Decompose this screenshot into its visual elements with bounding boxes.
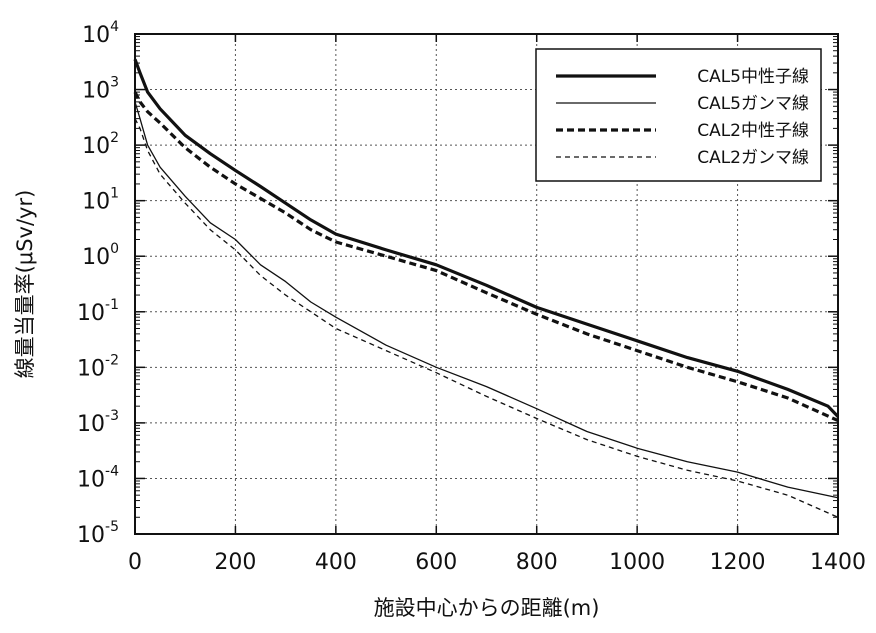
y-tick-label: 100 [82,241,119,270]
y-tick-label: 10-2 [77,352,119,381]
legend-label-1: CAL5中性子線 [697,67,809,87]
y-axis-title: 線量当量率(μSv/yr) [13,190,37,379]
y-tick-label: 10-3 [77,408,119,437]
y-tick-label: 10-4 [77,463,119,492]
x-tick-label: 200 [214,550,256,575]
y-tick-label: 103 [82,75,119,104]
legend-label-2: CAL5ガンマ線 [697,94,809,114]
y-tick-label: 102 [82,130,119,159]
y-tick-label: 10-1 [77,297,119,326]
legend: CAL5中性子線 CAL5ガンマ線 CAL2中性子線 CAL2ガンマ線 [535,48,822,182]
series-line-3 [133,91,839,423]
x-axis-title: 施設中心からの距離(m) [374,596,600,620]
x-tick-label: 400 [315,550,357,575]
x-tick-label: 1400 [810,550,866,575]
y-tick-label: 101 [82,186,119,215]
plot-lines [133,58,840,518]
x-tick-label: 600 [415,550,457,575]
series-line-1 [133,58,840,418]
x-tick-label: 1200 [710,550,766,575]
x-tick-labels: 0 200 400 600 800 1000 1200 1400 [128,550,866,575]
series-line-2 [134,101,839,499]
x-tick-label: 800 [516,550,558,575]
tick-marks [134,33,839,535]
x-tick-label: 1000 [609,550,665,575]
legend-box [535,48,822,182]
y-tick-label: 104 [82,19,119,48]
series-line-4 [134,118,839,518]
x-tick-label: 0 [128,550,142,575]
y-tick-label: 10-5 [77,519,119,548]
legend-label-4: CAL2ガンマ線 [697,148,809,168]
legend-label-3: CAL2中性子線 [697,121,809,141]
y-tick-labels: 104 103 102 101 100 10-1 10-2 10-3 10-4 10-5 [77,19,119,548]
plot-frame [134,33,839,535]
